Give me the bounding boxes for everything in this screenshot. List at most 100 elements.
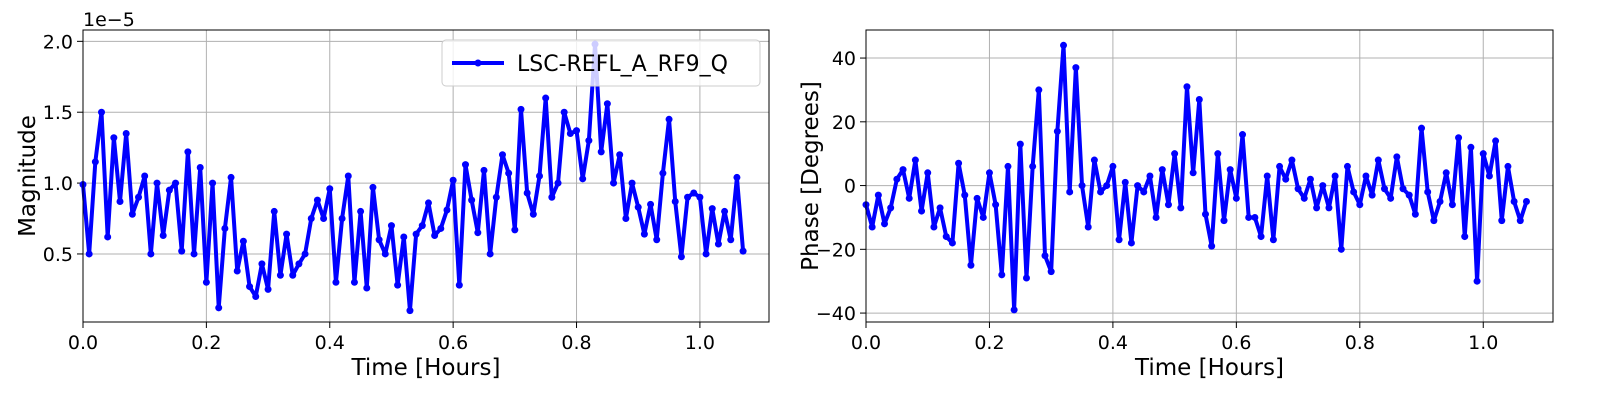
data-point xyxy=(122,129,130,137)
data-point xyxy=(585,137,593,145)
data-point xyxy=(511,226,519,234)
legend-label: LSC-REFL_A_RF9_Q xyxy=(517,52,728,77)
data-point xyxy=(548,193,556,201)
data-point xyxy=(461,161,469,169)
data-point xyxy=(1282,175,1290,183)
data-point xyxy=(1066,188,1074,196)
axes: 0.0 0.2 0.4 0.6 0.8 1.0 −40 −20 0 20 40 Time [Hours… xyxy=(798,29,1554,381)
data-point xyxy=(690,189,698,197)
data-point xyxy=(714,240,722,248)
data-point xyxy=(905,194,913,202)
data-point xyxy=(1436,198,1444,206)
data-point xyxy=(1171,150,1179,158)
data-point xyxy=(1010,306,1018,314)
y-tick-label: −40 xyxy=(816,303,856,325)
axes-frame xyxy=(82,29,770,323)
x-axis-label: Time [Hours] xyxy=(1134,355,1284,381)
data-point xyxy=(1405,191,1413,199)
data-point xyxy=(258,260,266,268)
data-point xyxy=(381,250,389,258)
data-point xyxy=(671,198,679,206)
data-point xyxy=(948,239,956,247)
x-tick-label: 0.8 xyxy=(1345,332,1375,354)
data-point xyxy=(936,204,944,212)
data-point xyxy=(332,278,340,286)
data-point xyxy=(505,169,513,177)
data-point xyxy=(1424,188,1432,196)
data-point xyxy=(1078,182,1086,190)
data-point xyxy=(153,179,161,187)
data-point xyxy=(369,183,377,191)
data-point xyxy=(239,237,247,245)
data-point xyxy=(1208,242,1216,250)
data-point xyxy=(1492,137,1500,145)
data-point xyxy=(640,230,648,238)
x-tick-label: 0.2 xyxy=(191,332,221,354)
data-point xyxy=(1516,217,1524,225)
data-point xyxy=(1442,169,1450,177)
data-point xyxy=(91,158,99,166)
data-point xyxy=(622,215,630,223)
data-point xyxy=(1510,198,1518,206)
data-point xyxy=(283,230,291,238)
data-point xyxy=(702,250,710,258)
data-point xyxy=(1115,236,1123,244)
data-point xyxy=(1035,86,1043,94)
data-point xyxy=(523,189,531,197)
data-point xyxy=(616,151,624,159)
data-point xyxy=(1239,131,1247,139)
data-point xyxy=(1183,83,1191,91)
data-point xyxy=(1294,185,1302,193)
data-point xyxy=(363,284,371,292)
data-point xyxy=(215,304,223,312)
x-axis-label: Time [Hours] xyxy=(351,355,501,381)
y-tick-label: 2.0 xyxy=(43,31,73,53)
data-point xyxy=(116,198,124,206)
data-point xyxy=(344,172,352,180)
data-point xyxy=(252,292,260,300)
data-point xyxy=(1479,150,1487,158)
x-tick-label: 1.0 xyxy=(685,332,715,354)
data-point xyxy=(1232,194,1240,202)
x-tick-label: 0.0 xyxy=(68,332,98,354)
data-point xyxy=(727,236,735,244)
data-point xyxy=(979,213,987,221)
data-point xyxy=(529,210,537,218)
offset-text: 1e−5 xyxy=(83,9,135,31)
data-point xyxy=(172,179,180,187)
data-point xyxy=(350,278,358,286)
data-point xyxy=(1473,277,1481,285)
data-point xyxy=(1325,204,1333,212)
data-point xyxy=(289,271,297,279)
data-point xyxy=(276,271,284,279)
y-tick-label: 40 xyxy=(832,48,856,70)
data-point xyxy=(221,224,229,232)
x-tick-label: 0.0 xyxy=(851,332,881,354)
data-point xyxy=(1522,198,1530,206)
data-point xyxy=(128,210,136,218)
data-point xyxy=(887,204,895,212)
data-point xyxy=(893,175,901,183)
data-point xyxy=(1195,95,1203,103)
data-point xyxy=(1152,213,1160,221)
data-point xyxy=(1356,201,1364,209)
data-point xyxy=(659,169,667,177)
data-point xyxy=(1072,64,1080,72)
data-point xyxy=(209,179,217,187)
data-point xyxy=(270,207,278,215)
data-point xyxy=(141,172,149,180)
data-point xyxy=(1146,172,1154,180)
data-point xyxy=(498,151,506,159)
data-point xyxy=(301,250,309,258)
data-point xyxy=(387,222,395,230)
data-point xyxy=(1455,134,1463,142)
data-point xyxy=(1121,178,1129,186)
data-point xyxy=(1097,188,1105,196)
data-point xyxy=(1430,217,1438,225)
data-point xyxy=(400,233,408,241)
data-point xyxy=(1319,182,1327,190)
data-point xyxy=(1140,188,1148,196)
data-point xyxy=(973,194,981,202)
data-point xyxy=(628,179,636,187)
